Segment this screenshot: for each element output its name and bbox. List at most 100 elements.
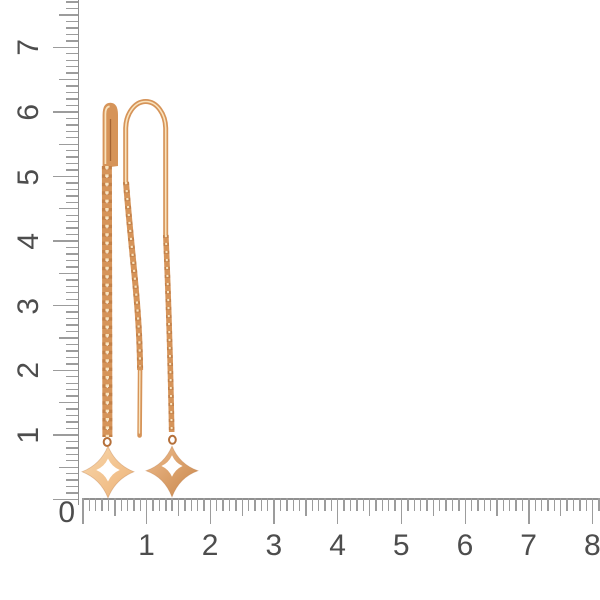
horizontal-ruler-tick [477, 498, 479, 512]
vertical-ruler-tick [65, 162, 78, 165]
left-bail-ring [102, 437, 112, 447]
horizontal-ruler-tick [368, 498, 371, 517]
horizontal-ruler-tick [95, 498, 97, 512]
left-earring [80, 102, 136, 500]
vertical-ruler-tick [65, 156, 78, 158]
left-pendant-cutout [96, 458, 120, 482]
vertical-ruler-tick [65, 1, 78, 3]
horizontal-ruler-tick [489, 498, 492, 512]
horizontal-ruler-tick [483, 498, 485, 512]
horizontal-ruler-label: 4 [329, 529, 347, 562]
right-ear-wire-highlight [124, 100, 167, 237]
vertical-ruler-tick [65, 292, 78, 294]
vertical-ruler-tick [65, 233, 78, 236]
horizontal-ruler-tick [464, 498, 466, 525]
horizontal-ruler-tick [445, 498, 447, 512]
vertical-ruler-tick [65, 40, 78, 42]
horizontal-ruler-tick [324, 498, 326, 512]
horizontal-ruler-tick [228, 498, 231, 512]
vertical-ruler-tick [65, 363, 78, 365]
vertical-ruler-tick [65, 395, 78, 397]
horizontal-ruler-tick [572, 498, 575, 512]
vertical-ruler-tick [65, 227, 78, 229]
horizontal-ruler-tick [177, 498, 180, 517]
horizontal-ruler-tick [260, 498, 263, 512]
vertical-ruler-tick [58, 208, 78, 210]
horizontal-ruler-tick [317, 498, 320, 512]
vertical-ruler-tick [65, 382, 78, 384]
horizontal-ruler-tick [120, 498, 122, 512]
right-earring [123, 99, 200, 499]
horizontal-ruler-tick [247, 498, 250, 512]
vertical-ruler-tick [58, 78, 78, 81]
horizontal-ruler-label: 3 [265, 529, 283, 562]
horizontal-ruler-tick [88, 498, 91, 512]
vertical-ruler-tick [65, 124, 78, 126]
horizontal-ruler-label: 5 [392, 529, 411, 562]
horizontal-ruler-tick [419, 498, 422, 512]
horizontal-ruler-label: 1 [138, 529, 156, 562]
vertical-ruler-tick [65, 20, 78, 23]
horizontal-ruler-tick [534, 498, 536, 512]
horizontal-ruler-tick [502, 498, 505, 512]
vertical-ruler-tick [65, 221, 78, 223]
horizontal-ruler-tick [496, 498, 498, 517]
horizontal-ruler-tick [273, 498, 275, 525]
vertical-ruler-tick [65, 460, 78, 462]
horizontal-ruler-tick [470, 498, 473, 512]
horizontal-ruler-tick [152, 498, 154, 512]
vertical-ruler-tick [65, 266, 78, 268]
vertical-ruler-tick [58, 14, 78, 16]
vertical-ruler-tick [65, 343, 78, 346]
vertical-ruler-tick [65, 182, 78, 184]
horizontal-ruler-tick [451, 498, 454, 512]
vertical-ruler-tick [65, 311, 78, 313]
vertical-ruler-tick [65, 447, 78, 449]
horizontal-ruler-tick [158, 498, 161, 512]
vertical-ruler-tick [65, 33, 78, 36]
horizontal-ruler-tick [394, 498, 396, 512]
vertical-ruler-tick [52, 240, 78, 242]
right-bail-ring [168, 434, 177, 445]
vertical-ruler-tick [65, 130, 78, 132]
horizontal-ruler-tick [146, 498, 148, 525]
vertical-ruler-tick [65, 440, 78, 443]
vertical-ruler-tick [65, 427, 78, 430]
horizontal-ruler-tick [439, 498, 441, 512]
vertical-ruler-tick [65, 350, 78, 352]
vertical-ruler-tick [65, 53, 78, 55]
vertical-ruler-tick [65, 376, 78, 378]
right-pendant-cutout [161, 455, 183, 477]
horizontal-ruler-tick [413, 498, 415, 512]
vertical-ruler-tick [65, 91, 78, 94]
horizontal-ruler-tick [381, 498, 384, 512]
horizontal-ruler-tick [286, 498, 288, 512]
horizontal-ruler-tick [216, 498, 218, 512]
horizontal-ruler-tick [196, 498, 199, 512]
horizontal-ruler-tick [114, 498, 116, 517]
horizontal-ruler-tick [267, 498, 269, 512]
vertical-ruler-tick [65, 421, 78, 423]
horizontal-ruler-label: 8 [584, 529, 600, 562]
vertical-ruler-tick [65, 356, 78, 359]
horizontal-ruler-tick [362, 498, 364, 512]
horizontal-ruler-tick [222, 498, 224, 512]
vertical-ruler-tick [65, 472, 78, 475]
horizontal-ruler-tick [241, 498, 243, 517]
horizontal-ruler-tick [585, 498, 587, 512]
vertical-ruler-tick [65, 117, 78, 120]
vertical-ruler-tick [65, 195, 78, 197]
horizontal-ruler-tick [139, 498, 142, 512]
vertical-ruler-tick [65, 149, 78, 152]
horizontal-ruler-tick [133, 498, 135, 512]
vertical-ruler-tick [58, 466, 78, 468]
horizontal-ruler-tick [337, 498, 339, 525]
horizontal-ruler-tick [171, 498, 173, 512]
vertical-ruler-tick [65, 324, 78, 326]
horizontal-ruler-tick [388, 498, 390, 512]
vertical-ruler-tick [65, 414, 78, 417]
vertical-ruler-tick [65, 27, 78, 29]
vertical-ruler-line [77, 0, 80, 505]
horizontal-ruler-label: 7 [520, 529, 538, 562]
